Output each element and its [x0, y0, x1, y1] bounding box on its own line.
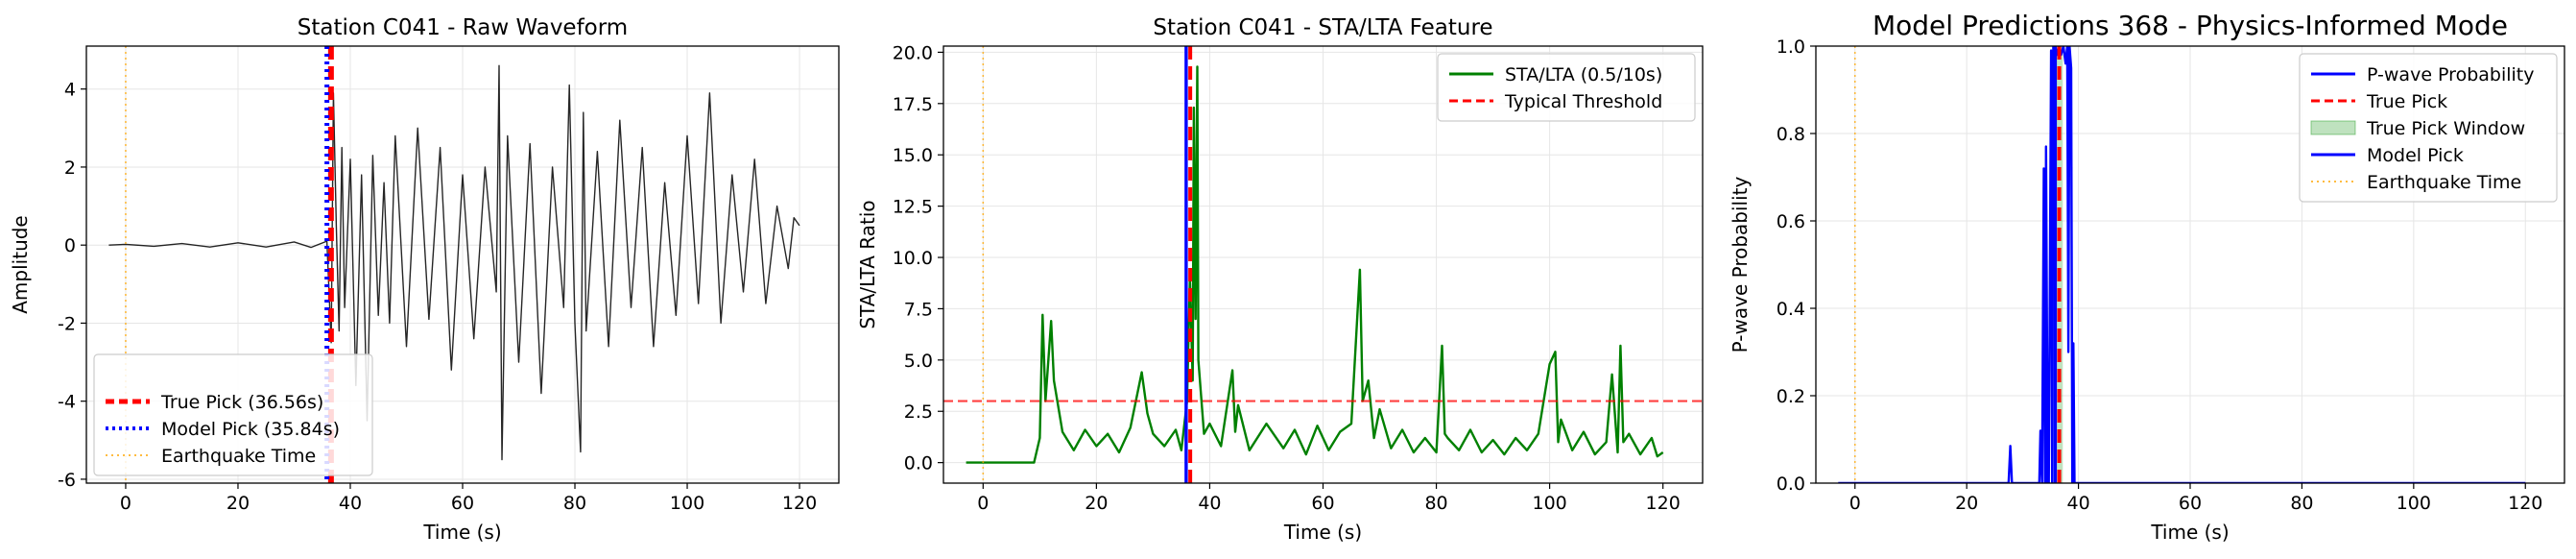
chart3-true-pick-window [2055, 46, 2063, 483]
chart3-legend-label: Earthquake Time [2367, 172, 2521, 193]
chart1-legend-label: Model Pick (35.84s) [161, 419, 340, 440]
chart2-legend-box [1437, 53, 1696, 122]
chart3-y-tick-label: 0.8 [1777, 124, 1805, 145]
chart2-y-tick-label: 12.5 [893, 197, 933, 218]
chart1-x-tick-label: 100 [670, 493, 704, 514]
chart3-legend-label: True Pick [2366, 91, 2447, 112]
chart2-x-tick-label: 0 [977, 493, 989, 514]
chart2-x-tick-label: 20 [1085, 493, 1108, 514]
chart3-x-tick-label: 80 [2290, 493, 2313, 514]
chart1-y-tick-label: -6 [58, 470, 76, 491]
chart1-x-axis-label: Time (s) [422, 521, 501, 544]
chart2-x-tick-label: 80 [1424, 493, 1447, 514]
chart1-y-tick-label: -4 [58, 392, 76, 413]
chart3-x-tick-label: 100 [2397, 493, 2431, 514]
chart2-y-tick-label: 10.0 [893, 248, 933, 269]
chart1-x-tick-label: 120 [782, 493, 817, 514]
chart2-y-axis-label: STA/LTA Ratio [856, 200, 879, 328]
chart3-y-tick-label: 0.6 [1777, 211, 1805, 232]
chart1-x-tick-label: 40 [339, 493, 362, 514]
chart3-series-line [1838, 46, 2526, 483]
chart2-x-tick-label: 40 [1198, 493, 1221, 514]
chart1-legend-label: Earthquake Time [161, 446, 316, 467]
chart2-x-tick-label: 100 [1532, 493, 1566, 514]
chart3-y-tick-label: 1.0 [1777, 36, 1805, 58]
chart3-y-tick-label: 0.4 [1777, 299, 1805, 320]
chart3-legend-label: Model Pick [2367, 145, 2464, 166]
chart2-y-tick-label: 7.5 [904, 299, 933, 320]
chart3-legend-label: True Pick Window [2366, 118, 2525, 139]
chart1-y-tick-label: 0 [64, 235, 76, 256]
chart2-series-line [966, 65, 1664, 464]
chart2-x-tick-label: 120 [1646, 493, 1681, 514]
chart2-y-tick-label: 20.0 [893, 42, 933, 63]
chart2-y-tick-label: 5.0 [904, 351, 933, 372]
chart3-y-axis-label: P-wave Probability [1729, 177, 1752, 353]
chart2-x-tick-label: 60 [1311, 493, 1334, 514]
chart3-legend-swatch [2310, 120, 2356, 135]
chart2-legend-label: Typical Threshold [1504, 91, 1662, 112]
chart1-y-tick-label: -2 [58, 313, 76, 334]
chart2-y-tick-label: 15.0 [893, 145, 933, 166]
chart3-x-axis-label: Time (s) [2150, 521, 2229, 544]
chart2-y-tick-label: 0.0 [904, 453, 933, 474]
chart2-title: Station C041 - STA/LTA Feature [1153, 15, 1492, 40]
chart1-x-tick-label: 60 [451, 493, 474, 514]
chart3-x-tick-label: 20 [1955, 493, 1978, 514]
chart3-x-tick-label: 40 [2066, 493, 2089, 514]
chart3-legend-box [2299, 53, 2558, 203]
chart3-x-tick-label: 60 [2179, 493, 2202, 514]
chart3-x-tick-label: 120 [2508, 493, 2542, 514]
chart2-x-axis-label: Time (s) [1283, 521, 1362, 544]
chart1-y-tick-label: 2 [64, 158, 76, 179]
chart3-plot-area [1838, 46, 2526, 483]
chart2-legend-label: STA/LTA (0.5/10s) [1505, 64, 1662, 85]
chart1-x-tick-label: 0 [120, 493, 131, 514]
chart1-legend-box [93, 353, 373, 476]
chart1-legend-label: True Pick (36.56s) [160, 392, 323, 413]
chart3-y-tick-label: 0.0 [1777, 474, 1805, 495]
chart3-x-tick-label: 0 [1849, 493, 1861, 514]
chart1-title: Station C041 - Raw Waveform [298, 15, 628, 40]
chart3-y-tick-label: 0.2 [1777, 386, 1805, 407]
chart2-plot-area [943, 46, 1703, 483]
chart3-legend-label: P-wave Probability [2367, 64, 2535, 85]
chart1-y-axis-label: Amplitude [9, 215, 32, 314]
chart3-title: Model Predictions 368 - Physics-Informed… [1872, 10, 2508, 41]
chart2-y-tick-label: 2.5 [904, 401, 933, 423]
chart1-x-tick-label: 20 [227, 493, 250, 514]
chart2-y-tick-label: 17.5 [893, 94, 933, 115]
chart1-x-tick-label: 80 [563, 493, 586, 514]
chart1-y-tick-label: 4 [64, 80, 76, 101]
